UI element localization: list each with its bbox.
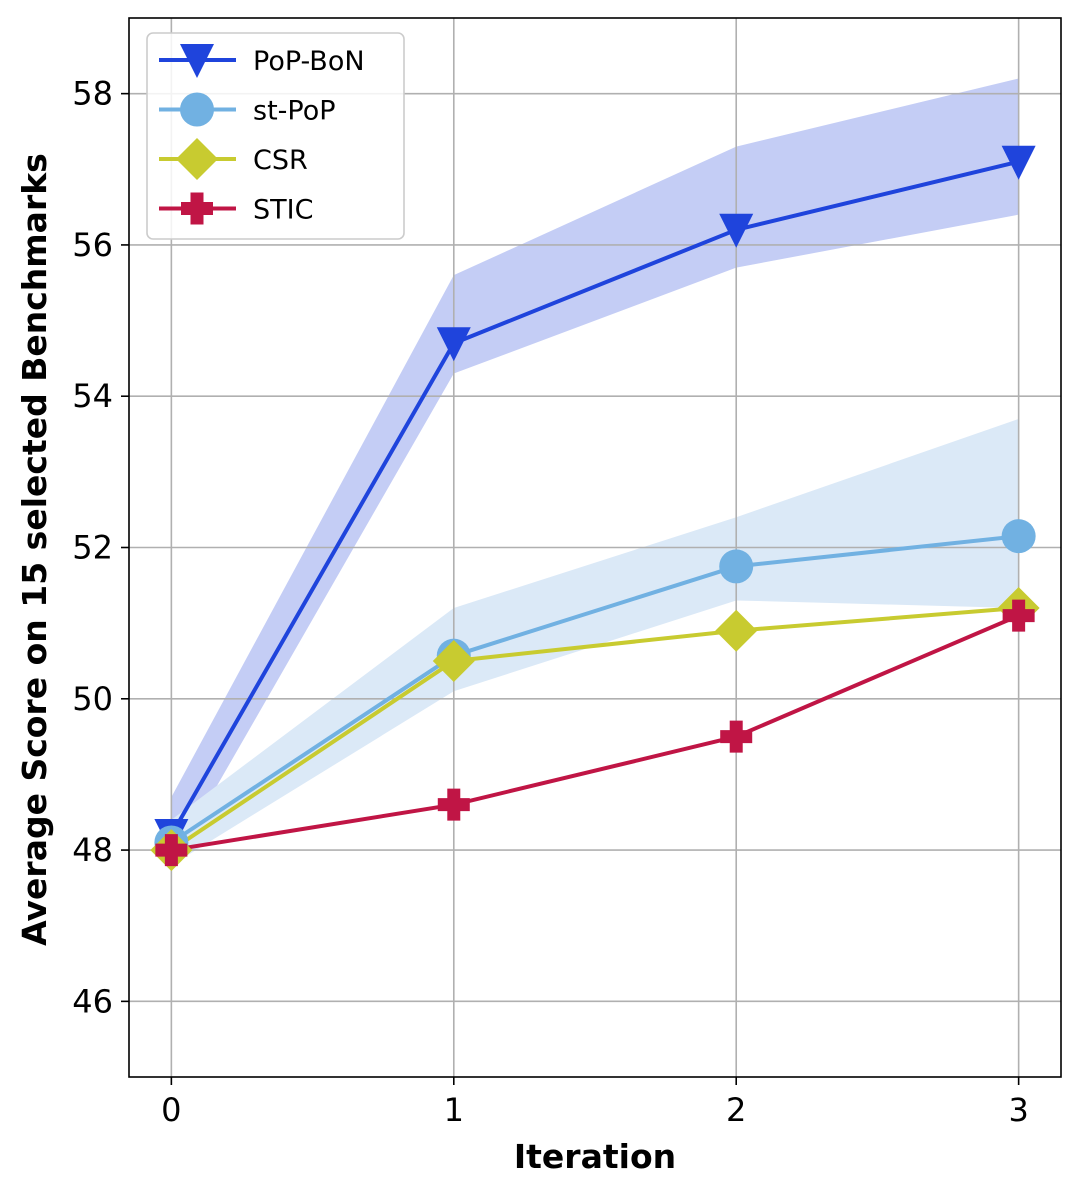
confidence-bands <box>171 78 1019 866</box>
y-tick-label: 54 <box>72 377 113 415</box>
data-point-csr <box>715 609 758 652</box>
data-point-pop-bon <box>436 327 471 362</box>
legend-marker <box>181 192 213 225</box>
data-point-st-pop <box>1001 519 1036 554</box>
legend-label: CSR <box>253 145 308 176</box>
series-line-pop-bon <box>169 159 1020 836</box>
series-line-st-pop <box>170 534 1019 845</box>
grid-lines <box>129 18 1061 1077</box>
x-tick-label: 0 <box>161 1091 181 1129</box>
data-point-stic <box>720 720 753 753</box>
y-tick-label: 50 <box>72 680 113 718</box>
x-axis-title: Iteration <box>514 1137 676 1176</box>
legend-box <box>146 32 405 240</box>
legend-label: STIC <box>253 195 313 226</box>
x-tick-label: 1 <box>444 1091 464 1129</box>
x-tick-label: 2 <box>726 1091 746 1129</box>
y-tick-label: 48 <box>72 831 113 869</box>
y-tick-label: 58 <box>72 75 113 113</box>
data-point-stic <box>437 788 470 821</box>
data-point-pop-bon <box>719 213 754 248</box>
series-line-csr <box>170 606 1019 852</box>
data-point-pop-bon <box>1001 145 1036 180</box>
data-point-st-pop <box>719 549 754 584</box>
band-st-pop <box>171 418 1019 866</box>
data-point-stic <box>1002 599 1035 632</box>
y-axis-title: Average Score on 15 selected Benchmarks <box>15 153 54 946</box>
y-tick-label: 46 <box>72 982 113 1020</box>
legend-item-stic: STIC <box>159 192 313 226</box>
series-lines <box>169 159 1020 853</box>
legend-marker <box>180 44 214 78</box>
legend-item-st-pop: st-PoP <box>159 92 336 127</box>
series-markers <box>150 145 1040 872</box>
band-pop-bon <box>171 78 1019 866</box>
x-tick-label: 3 <box>1008 1091 1028 1129</box>
axis-ticks: 0 1 2 3 46 48 50 52 54 56 58 <box>72 75 1029 1129</box>
legend-label: PoP-BoN <box>253 46 365 77</box>
legend-marker <box>180 92 214 127</box>
legend-label: st-PoP <box>253 96 336 127</box>
series-line-stic <box>171 613 1020 853</box>
legend-item-csr: CSR <box>159 138 308 180</box>
y-tick-label: 52 <box>72 529 113 567</box>
legend-marker <box>176 138 218 180</box>
data-point-stic <box>155 834 188 867</box>
legend: PoP-BoN st-PoP CSR STIC <box>146 32 405 240</box>
data-point-csr <box>432 639 475 682</box>
legend-item-pop-bon: PoP-BoN <box>159 44 365 78</box>
y-tick-label: 56 <box>72 226 113 264</box>
